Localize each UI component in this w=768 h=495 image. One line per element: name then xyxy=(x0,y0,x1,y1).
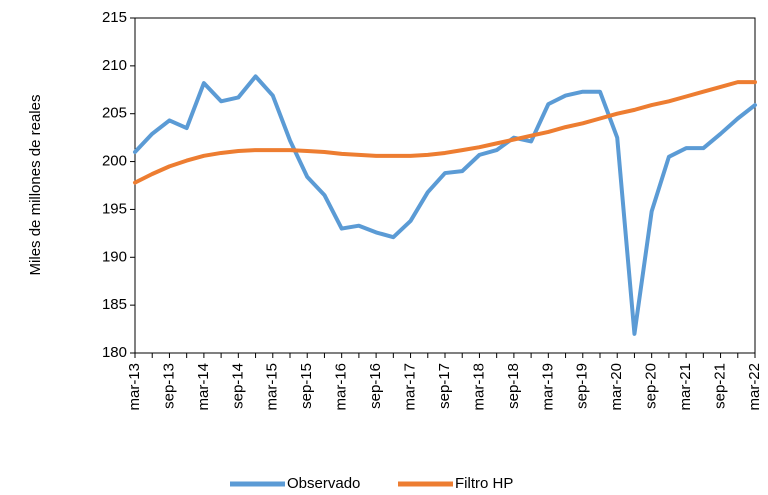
x-tick-label: sep-17 xyxy=(436,363,453,409)
plot-frame xyxy=(134,17,756,354)
x-tick-label: mar-18 xyxy=(470,363,487,411)
x-tick-label: sep-21 xyxy=(712,363,729,409)
legend-label: Observado xyxy=(287,475,360,490)
y-axis-label: Miles de millones de reales xyxy=(27,95,44,276)
x-tick-label: mar-14 xyxy=(195,363,212,411)
y-tick-label: 205 xyxy=(102,105,127,122)
x-tick-label: sep-20 xyxy=(643,363,660,409)
y-tick-label: 200 xyxy=(102,153,127,170)
x-tick-label: mar-22 xyxy=(746,363,763,411)
y-tick-label: 190 xyxy=(102,248,127,265)
x-tick-label: mar-15 xyxy=(264,363,281,411)
x-tick-label: sep-13 xyxy=(160,363,177,409)
x-tick-label: mar-16 xyxy=(333,363,350,411)
x-tick-label: sep-15 xyxy=(298,363,315,409)
series-line xyxy=(133,80,757,185)
x-tick-label: mar-17 xyxy=(402,363,419,411)
x-tick-label: mar-20 xyxy=(608,363,625,411)
x-tick-label: mar-21 xyxy=(677,363,694,411)
y-tick-label: 215 xyxy=(102,9,127,26)
series-line xyxy=(133,74,757,336)
x-tick-label: sep-16 xyxy=(367,363,384,409)
y-tick-label: 195 xyxy=(102,200,127,217)
x-tick-label: mar-13 xyxy=(126,363,143,411)
x-tick-label: sep-18 xyxy=(505,363,522,409)
x-tick-label: mar-19 xyxy=(539,363,556,411)
y-tick-label: 210 xyxy=(102,57,127,74)
y-tick-label: 180 xyxy=(102,344,127,361)
x-tick-label: sep-19 xyxy=(574,363,591,409)
y-tick-label: 185 xyxy=(102,296,127,313)
legend-label: Filtro HP xyxy=(455,475,513,490)
x-tick-label: sep-14 xyxy=(229,363,246,409)
